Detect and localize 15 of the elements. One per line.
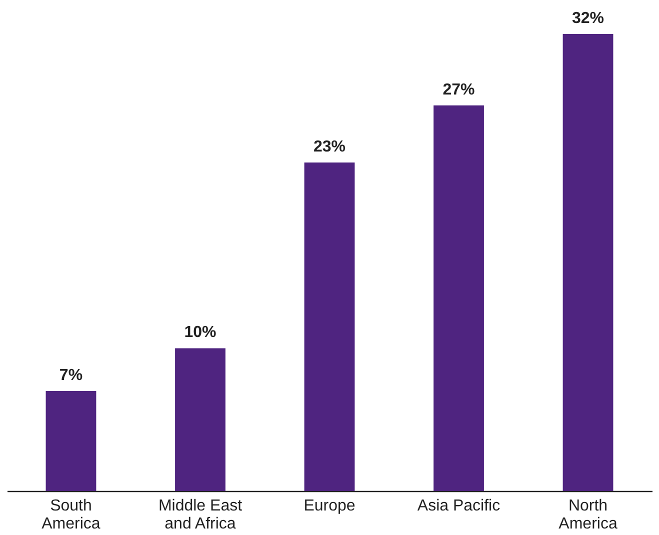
data-label: 27%	[442, 81, 475, 98]
x-tick-label: South America	[42, 498, 100, 532]
bar	[175, 348, 226, 491]
data-label: 7%	[59, 367, 83, 384]
data-label: 10%	[184, 324, 216, 342]
data-label: 32%	[572, 10, 604, 27]
data-label: 23%	[313, 138, 346, 156]
bar	[434, 105, 484, 491]
x-tick-label: Middle East and Africa	[158, 498, 243, 532]
bar	[562, 34, 614, 491]
x-tick-label: Europe	[304, 498, 356, 514]
x-tick-label: North America	[558, 498, 618, 532]
bar	[46, 391, 96, 491]
bar	[304, 162, 355, 491]
x-tick-label: Asia Pacific	[417, 498, 500, 514]
